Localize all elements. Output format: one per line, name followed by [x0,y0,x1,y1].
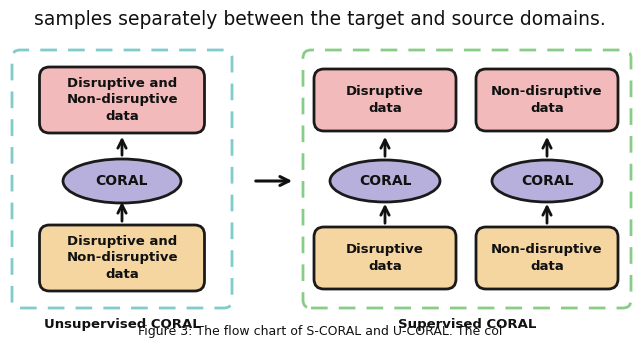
Text: CORAL: CORAL [359,174,412,188]
FancyBboxPatch shape [476,227,618,289]
Ellipse shape [63,159,181,203]
Text: CORAL: CORAL [521,174,573,188]
Text: Disruptive
data: Disruptive data [346,244,424,273]
Text: Disruptive and
Non-disruptive
data: Disruptive and Non-disruptive data [67,78,178,122]
Text: Figure 3: The flow chart of S-CORAL and U-CORAL. The col: Figure 3: The flow chart of S-CORAL and … [138,325,502,338]
Text: Unsupervised CORAL: Unsupervised CORAL [44,318,200,331]
Text: Disruptive and
Non-disruptive
data: Disruptive and Non-disruptive data [67,236,178,281]
FancyBboxPatch shape [40,225,205,291]
Text: Supervised CORAL: Supervised CORAL [398,318,536,331]
FancyBboxPatch shape [40,67,205,133]
Text: Disruptive
data: Disruptive data [346,85,424,115]
Text: CORAL: CORAL [96,174,148,188]
FancyBboxPatch shape [314,227,456,289]
Ellipse shape [492,160,602,202]
Text: Non-disruptive
data: Non-disruptive data [492,85,603,115]
Text: samples separately between the target and source domains.: samples separately between the target an… [34,10,606,29]
FancyBboxPatch shape [476,69,618,131]
Text: Non-disruptive
data: Non-disruptive data [492,244,603,273]
Ellipse shape [330,160,440,202]
FancyBboxPatch shape [314,69,456,131]
